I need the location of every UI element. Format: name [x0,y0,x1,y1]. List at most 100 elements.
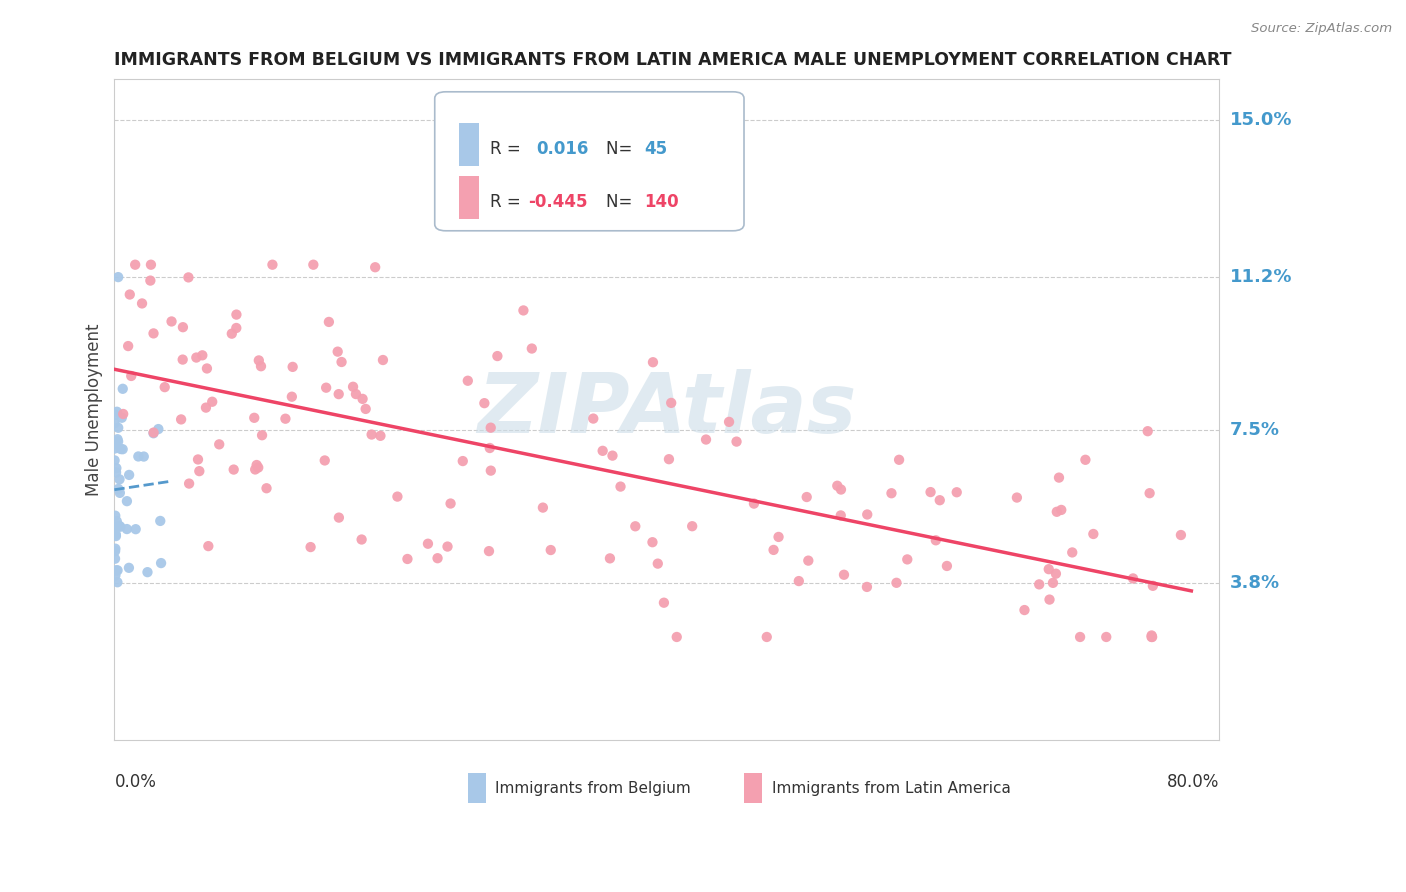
Point [856,580,879,594]
Point [520,342,543,356]
Point [108,486,131,500]
Point [1136,424,1159,438]
Point [582,411,605,425]
Point [120,368,142,383]
Point [197,539,219,553]
Point [107,575,129,590]
Text: 0.016: 0.016 [536,140,589,158]
Point [107,421,129,435]
Point [1062,545,1084,559]
Point [160,314,183,328]
Point [187,452,209,467]
Text: 3.8%: 3.8% [1230,574,1281,592]
Point [274,411,297,425]
Point [107,270,129,285]
Point [105,514,128,528]
Point [599,551,621,566]
Point [945,485,967,500]
Point [350,533,373,547]
Point [1046,505,1069,519]
Point [371,353,394,368]
Point [131,296,153,310]
Point [474,396,496,410]
Point [725,434,748,449]
Bar [458,123,479,166]
Point [426,551,449,566]
Point [243,410,266,425]
Point [742,497,765,511]
Point [186,351,208,365]
Point [125,522,148,536]
Point [658,452,681,467]
Point [111,410,134,425]
Point [647,557,669,571]
Point [681,519,703,533]
Point [104,442,127,456]
Point [105,563,128,577]
Point [1140,628,1163,642]
Point [416,537,439,551]
Text: 80.0%: 80.0% [1167,773,1219,791]
Bar [744,773,762,804]
Point [478,544,501,558]
Point [104,437,127,451]
Point [118,287,141,301]
Point [118,467,141,482]
FancyBboxPatch shape [434,92,744,231]
Point [641,355,664,369]
Bar [458,176,479,219]
Text: R =: R = [489,193,526,211]
Point [170,412,193,426]
Point [364,260,387,275]
Point [112,407,135,421]
Point [262,258,284,272]
Point [609,480,631,494]
Point [352,392,374,406]
Text: 11.2%: 11.2% [1230,268,1292,286]
Point [1140,630,1163,644]
Point [318,315,340,329]
Point [1042,575,1064,590]
Point [105,405,128,419]
Point [188,464,211,478]
Point [139,258,162,272]
Point [439,496,461,510]
Point [149,514,172,528]
Point [1047,470,1070,484]
Point [104,453,127,467]
Point [602,449,624,463]
Text: 0.0%: 0.0% [114,773,156,791]
Point [118,561,141,575]
Point [201,394,224,409]
Point [104,544,127,558]
Point [222,462,245,476]
Point [342,380,364,394]
Point [208,437,231,451]
Point [139,274,162,288]
Point [479,464,502,478]
Point [531,500,554,515]
Point [479,420,502,434]
Point [1045,566,1067,581]
Point [247,353,270,368]
Point [354,401,377,416]
Point [1069,630,1091,644]
Point [1038,562,1060,576]
Point [1142,579,1164,593]
Point [107,432,129,446]
Point [148,422,170,436]
Point [172,352,194,367]
Point [314,453,336,467]
Point [659,396,682,410]
Point [768,530,790,544]
Y-axis label: Male Unemployment: Male Unemployment [86,323,103,496]
Point [142,425,165,440]
Point [104,508,127,523]
Text: -0.445: -0.445 [529,193,588,211]
Text: IMMIGRANTS FROM BELGIUM VS IMMIGRANTS FROM LATIN AMERICA MALE UNEMPLOYMENT CORRE: IMMIGRANTS FROM BELGIUM VS IMMIGRANTS FR… [114,51,1232,69]
Point [755,630,778,644]
Point [328,510,350,524]
Point [827,479,849,493]
Point [104,541,127,556]
Point [830,483,852,497]
